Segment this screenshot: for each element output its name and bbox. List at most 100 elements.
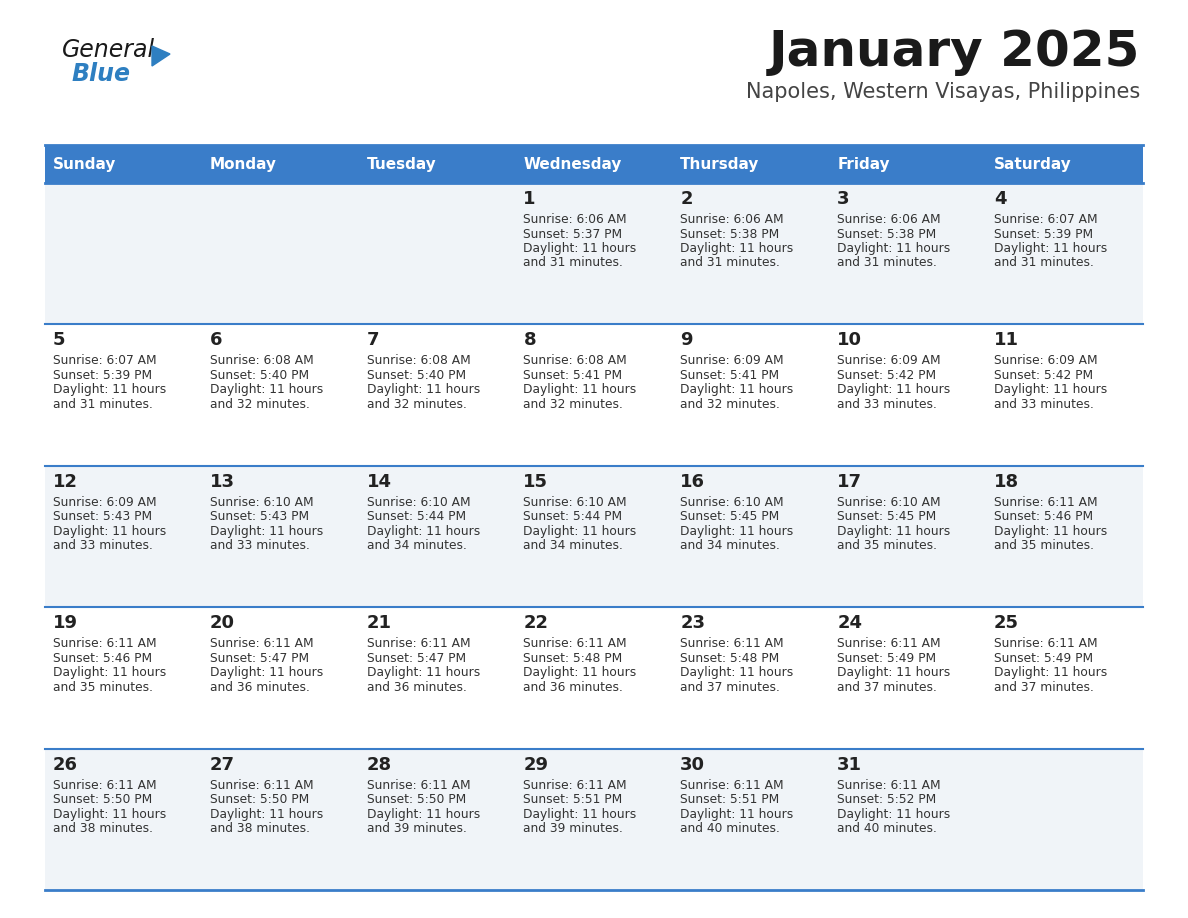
Text: 3: 3 xyxy=(838,190,849,208)
Text: General: General xyxy=(62,38,156,62)
Text: 22: 22 xyxy=(524,614,549,633)
Text: Sunrise: 6:11 AM: Sunrise: 6:11 AM xyxy=(210,637,314,650)
Text: Daylight: 11 hours: Daylight: 11 hours xyxy=(524,666,637,679)
Text: Sunset: 5:46 PM: Sunset: 5:46 PM xyxy=(52,652,152,665)
Text: and 39 minutes.: and 39 minutes. xyxy=(367,823,467,835)
Text: and 35 minutes.: and 35 minutes. xyxy=(52,681,153,694)
Text: Sunset: 5:42 PM: Sunset: 5:42 PM xyxy=(838,369,936,382)
Text: 17: 17 xyxy=(838,473,862,491)
Text: Daylight: 11 hours: Daylight: 11 hours xyxy=(367,384,480,397)
Text: and 32 minutes.: and 32 minutes. xyxy=(210,397,310,411)
Text: Saturday: Saturday xyxy=(994,156,1072,172)
Bar xyxy=(516,748,672,890)
Text: Daylight: 11 hours: Daylight: 11 hours xyxy=(524,384,637,397)
Text: 23: 23 xyxy=(681,614,706,633)
Text: Sunrise: 6:10 AM: Sunrise: 6:10 AM xyxy=(210,496,314,509)
Text: Napoles, Western Visayas, Philippines: Napoles, Western Visayas, Philippines xyxy=(746,82,1140,102)
Text: and 31 minutes.: and 31 minutes. xyxy=(52,397,153,411)
Text: Sunset: 5:41 PM: Sunset: 5:41 PM xyxy=(681,369,779,382)
Text: Sunday: Sunday xyxy=(52,156,116,172)
Bar xyxy=(359,145,516,183)
Bar xyxy=(986,183,1143,324)
Text: January 2025: January 2025 xyxy=(769,28,1140,76)
Text: and 35 minutes.: and 35 minutes. xyxy=(838,539,937,553)
Text: Sunrise: 6:07 AM: Sunrise: 6:07 AM xyxy=(994,213,1098,226)
Bar xyxy=(359,607,516,748)
Text: 29: 29 xyxy=(524,756,549,774)
Text: Sunrise: 6:11 AM: Sunrise: 6:11 AM xyxy=(994,637,1098,650)
Bar xyxy=(672,145,829,183)
Text: and 33 minutes.: and 33 minutes. xyxy=(838,397,937,411)
Text: Sunset: 5:39 PM: Sunset: 5:39 PM xyxy=(52,369,152,382)
Text: Sunrise: 6:11 AM: Sunrise: 6:11 AM xyxy=(681,778,784,791)
Text: Daylight: 11 hours: Daylight: 11 hours xyxy=(994,525,1107,538)
Text: Sunset: 5:42 PM: Sunset: 5:42 PM xyxy=(994,369,1093,382)
Bar xyxy=(202,324,359,465)
Text: and 33 minutes.: and 33 minutes. xyxy=(52,539,153,553)
Text: and 36 minutes.: and 36 minutes. xyxy=(367,681,467,694)
Text: Daylight: 11 hours: Daylight: 11 hours xyxy=(838,666,950,679)
Bar xyxy=(45,465,202,607)
Bar xyxy=(829,145,986,183)
Text: Sunset: 5:52 PM: Sunset: 5:52 PM xyxy=(838,793,936,806)
Text: Daylight: 11 hours: Daylight: 11 hours xyxy=(52,525,166,538)
Text: 6: 6 xyxy=(210,331,222,350)
Bar xyxy=(516,607,672,748)
Text: Sunset: 5:45 PM: Sunset: 5:45 PM xyxy=(681,510,779,523)
Text: Sunset: 5:39 PM: Sunset: 5:39 PM xyxy=(994,228,1093,241)
Text: and 35 minutes.: and 35 minutes. xyxy=(994,539,1094,553)
Text: and 32 minutes.: and 32 minutes. xyxy=(524,397,624,411)
Bar xyxy=(986,324,1143,465)
Bar xyxy=(829,748,986,890)
Text: Daylight: 11 hours: Daylight: 11 hours xyxy=(210,525,323,538)
Text: Sunrise: 6:11 AM: Sunrise: 6:11 AM xyxy=(367,637,470,650)
Bar xyxy=(45,607,202,748)
Bar xyxy=(516,465,672,607)
Text: Daylight: 11 hours: Daylight: 11 hours xyxy=(52,666,166,679)
Text: Sunrise: 6:11 AM: Sunrise: 6:11 AM xyxy=(52,778,157,791)
Bar xyxy=(829,324,986,465)
Text: Daylight: 11 hours: Daylight: 11 hours xyxy=(524,242,637,255)
Text: Daylight: 11 hours: Daylight: 11 hours xyxy=(994,384,1107,397)
Text: Daylight: 11 hours: Daylight: 11 hours xyxy=(367,666,480,679)
Bar xyxy=(986,465,1143,607)
Text: and 32 minutes.: and 32 minutes. xyxy=(681,397,781,411)
Bar xyxy=(359,183,516,324)
Text: Sunset: 5:49 PM: Sunset: 5:49 PM xyxy=(994,652,1093,665)
Text: Wednesday: Wednesday xyxy=(524,156,621,172)
Text: Sunset: 5:50 PM: Sunset: 5:50 PM xyxy=(52,793,152,806)
Text: Daylight: 11 hours: Daylight: 11 hours xyxy=(52,384,166,397)
Text: Daylight: 11 hours: Daylight: 11 hours xyxy=(994,666,1107,679)
Text: and 32 minutes.: and 32 minutes. xyxy=(367,397,467,411)
Text: and 34 minutes.: and 34 minutes. xyxy=(681,539,781,553)
Bar xyxy=(45,145,202,183)
Text: and 31 minutes.: and 31 minutes. xyxy=(681,256,781,270)
Bar xyxy=(202,607,359,748)
Text: Sunset: 5:46 PM: Sunset: 5:46 PM xyxy=(994,510,1093,523)
Text: Sunrise: 6:11 AM: Sunrise: 6:11 AM xyxy=(52,637,157,650)
Text: Monday: Monday xyxy=(210,156,277,172)
Bar xyxy=(829,465,986,607)
Text: Daylight: 11 hours: Daylight: 11 hours xyxy=(210,808,323,821)
Text: Sunset: 5:51 PM: Sunset: 5:51 PM xyxy=(681,793,779,806)
Bar xyxy=(45,748,202,890)
Text: and 38 minutes.: and 38 minutes. xyxy=(210,823,310,835)
Text: Daylight: 11 hours: Daylight: 11 hours xyxy=(210,384,323,397)
Bar xyxy=(672,465,829,607)
Text: 27: 27 xyxy=(210,756,235,774)
Text: 24: 24 xyxy=(838,614,862,633)
Text: 18: 18 xyxy=(994,473,1019,491)
Text: Sunset: 5:40 PM: Sunset: 5:40 PM xyxy=(210,369,309,382)
Text: and 37 minutes.: and 37 minutes. xyxy=(994,681,1094,694)
Text: Sunset: 5:44 PM: Sunset: 5:44 PM xyxy=(524,510,623,523)
Bar xyxy=(672,183,829,324)
Text: Sunrise: 6:09 AM: Sunrise: 6:09 AM xyxy=(52,496,157,509)
Text: Daylight: 11 hours: Daylight: 11 hours xyxy=(681,242,794,255)
Bar xyxy=(829,183,986,324)
Text: and 37 minutes.: and 37 minutes. xyxy=(681,681,781,694)
Text: Tuesday: Tuesday xyxy=(367,156,436,172)
Bar xyxy=(359,465,516,607)
Text: and 34 minutes.: and 34 minutes. xyxy=(524,539,624,553)
Text: Sunset: 5:51 PM: Sunset: 5:51 PM xyxy=(524,793,623,806)
Text: Sunrise: 6:10 AM: Sunrise: 6:10 AM xyxy=(367,496,470,509)
